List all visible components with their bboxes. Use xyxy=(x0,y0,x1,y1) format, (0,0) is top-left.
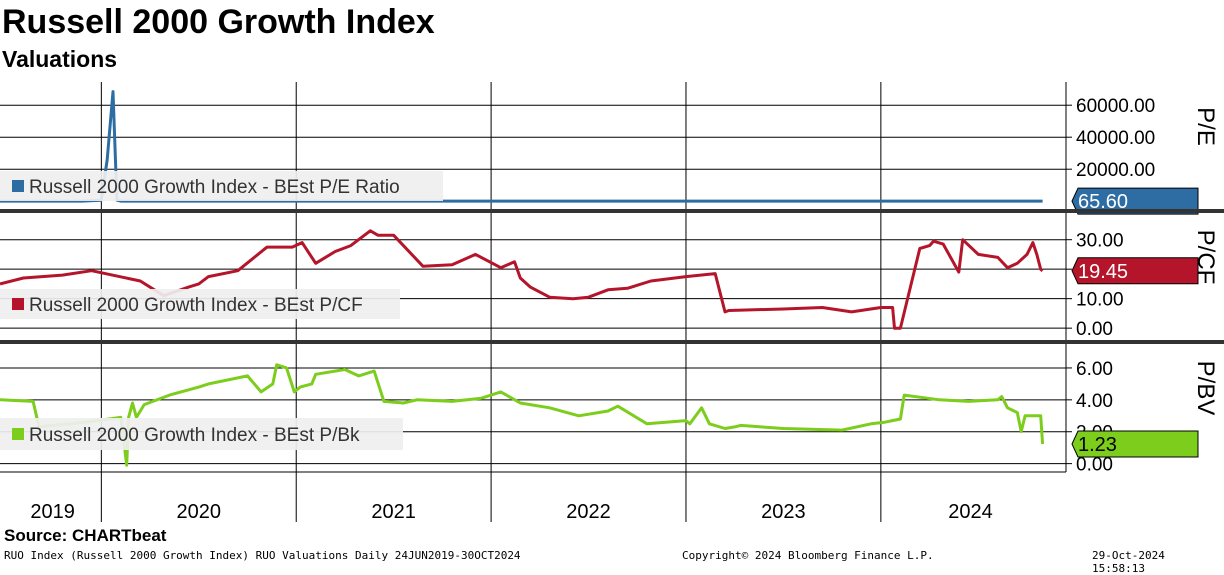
legend-label: Russell 2000 Growth Index - BEst P/E Rat… xyxy=(29,177,400,198)
x-year-label: 2019 xyxy=(30,501,75,523)
footer-timestamp: 29-Oct-2024 15:58:13 xyxy=(1092,549,1165,575)
y-tick-label: 10.00 xyxy=(1076,290,1124,311)
y-tick-label: 4.00 xyxy=(1076,391,1113,412)
source-note: Source: CHARTbeat xyxy=(4,526,167,545)
y-tick-label: 60000.00 xyxy=(1076,96,1155,117)
last-value-label: 19.45 xyxy=(1078,261,1128,283)
last-value-flag xyxy=(1071,257,1199,285)
x-year-label: 2020 xyxy=(177,501,222,523)
footer-copyright: Copyright© 2024 Bloomberg Finance L.P. xyxy=(682,549,934,562)
x-year-label: 2022 xyxy=(566,501,611,523)
y-tick-label: 20000.00 xyxy=(1076,160,1155,181)
y-axis-title: P/E xyxy=(1192,107,1219,146)
chart-title: Russell 2000 Growth Index xyxy=(2,3,435,41)
legend-swatch xyxy=(12,428,24,440)
legend-box xyxy=(0,171,443,201)
legend-label: Russell 2000 Growth Index - BEst P/Bk xyxy=(29,425,360,446)
last-value-label: 65.60 xyxy=(1078,191,1128,213)
y-tick-label: 40000.00 xyxy=(1076,128,1155,149)
legend-swatch xyxy=(12,298,24,310)
legend-box xyxy=(0,289,400,319)
panel-divider xyxy=(0,340,1224,344)
series-line-pcf xyxy=(0,229,1044,330)
series-line-pbv xyxy=(0,363,1045,467)
legend-box xyxy=(0,418,403,450)
y-axis-title: P/BV xyxy=(1192,361,1219,416)
legend-swatch xyxy=(12,180,24,192)
panel-divider xyxy=(0,209,1224,213)
chart-subtitle: Valuations xyxy=(2,46,118,72)
last-value-label: 1.23 xyxy=(1078,434,1117,456)
footer-description: RUO Index (Russell 2000 Growth Index) RU… xyxy=(4,549,521,562)
x-year-label: 2021 xyxy=(371,501,416,523)
x-year-label: 2024 xyxy=(948,501,993,523)
y-tick-label: 0.00 xyxy=(1076,455,1113,476)
y-tick-label: 6.00 xyxy=(1076,359,1113,380)
y-tick-label: 0.00 xyxy=(1076,319,1113,340)
legend-label: Russell 2000 Growth Index - BEst P/CF xyxy=(29,295,363,316)
y-tick-label: 30.00 xyxy=(1076,231,1124,252)
last-value-flag xyxy=(1071,430,1199,458)
x-year-label: 2023 xyxy=(761,501,806,523)
